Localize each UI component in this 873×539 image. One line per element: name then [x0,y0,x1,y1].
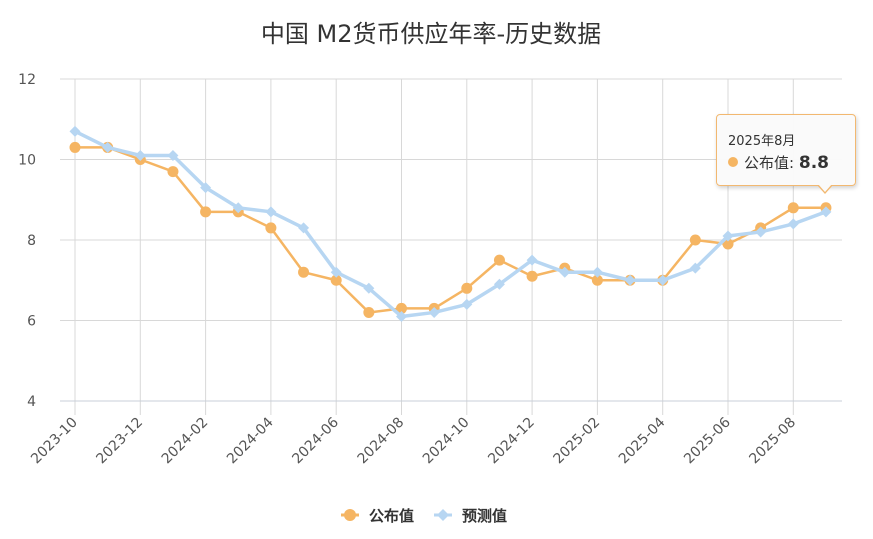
data-point [689,234,701,246]
legend-label: 公布值 [369,507,414,525]
data-point [461,282,473,294]
tooltip-date: 2025年8月 [728,134,796,149]
legend-marker [437,509,449,521]
data-point [657,274,669,286]
y-tick-label: 8 [27,233,36,249]
chart-title: 中国 M2货币供应年率-历史数据 [261,20,601,48]
data-point [363,282,375,294]
data-point [526,270,538,282]
data-point [363,306,375,318]
data-point [722,238,734,250]
data-point [591,274,603,286]
tooltip-value: 8.8 [798,153,829,173]
data-point [689,262,701,274]
y-tick-label: 4 [27,394,36,410]
data-point [298,222,310,234]
x-tick-label: 2024-02 [159,415,212,468]
data-point [428,306,440,318]
data-point [167,149,179,161]
legend-item-published[interactable]: 公布值 [341,507,414,525]
y-tick-label: 12 [18,72,36,88]
tooltip-arrow-inner [818,184,832,192]
data-point [820,206,832,218]
y-tick-label: 6 [27,314,36,330]
data-point [755,226,767,238]
x-tick-label: 2025-04 [616,414,669,467]
x-tick-label: 2024-06 [289,414,342,467]
legend-marker [344,509,356,521]
data-point [330,266,342,278]
x-tick-label: 2023-10 [28,415,81,468]
tooltip-series-dot [728,157,738,167]
data-point [69,125,81,137]
x-tick-label: 2024-10 [420,415,473,468]
x-tick-label: 2023-12 [93,415,146,468]
x-tick-label: 2025-06 [681,414,734,467]
data-point [624,274,636,286]
data-point [787,218,799,230]
data-point [559,266,571,278]
data-point [167,166,179,178]
data-point [102,141,114,153]
data-point [298,266,310,278]
data-point [493,278,505,290]
legend-label: 预测值 [462,507,507,525]
series-published [69,141,832,318]
data-point [461,298,473,310]
x-tick-label: 2025-08 [746,415,799,468]
x-tick-label: 2024-08 [355,415,408,468]
data-point [722,230,734,242]
data-point [69,141,81,153]
tooltip-row: 公布值: 8.8 [728,152,829,173]
y-tick-label: 10 [18,153,36,169]
data-point [396,302,407,314]
tooltip-separator: : [789,154,795,172]
series-forecast [69,125,832,322]
data-point [330,274,342,286]
data-point [265,206,277,218]
data-point [787,202,799,214]
legend-item-forecast[interactable]: 预测值 [434,507,507,525]
series-lines [69,125,832,322]
data-point [232,202,244,214]
data-point [526,254,538,266]
legend[interactable]: 公布值 预测值 [341,507,507,525]
tooltip-series-name: 公布值 [744,154,790,172]
data-point [200,206,212,218]
x-tick-label: 2024-12 [485,415,538,468]
data-point [200,182,212,194]
series-line [74,129,827,319]
data-point [493,254,505,266]
data-tooltip: 2025年8月 公布值: 8.8 [716,114,856,194]
data-point [396,310,407,322]
data-point [134,149,146,161]
x-tick-label: 2024-04 [224,414,277,467]
data-point [265,222,277,234]
x-tick-label: 2025-02 [551,415,604,468]
data-point [591,266,603,278]
